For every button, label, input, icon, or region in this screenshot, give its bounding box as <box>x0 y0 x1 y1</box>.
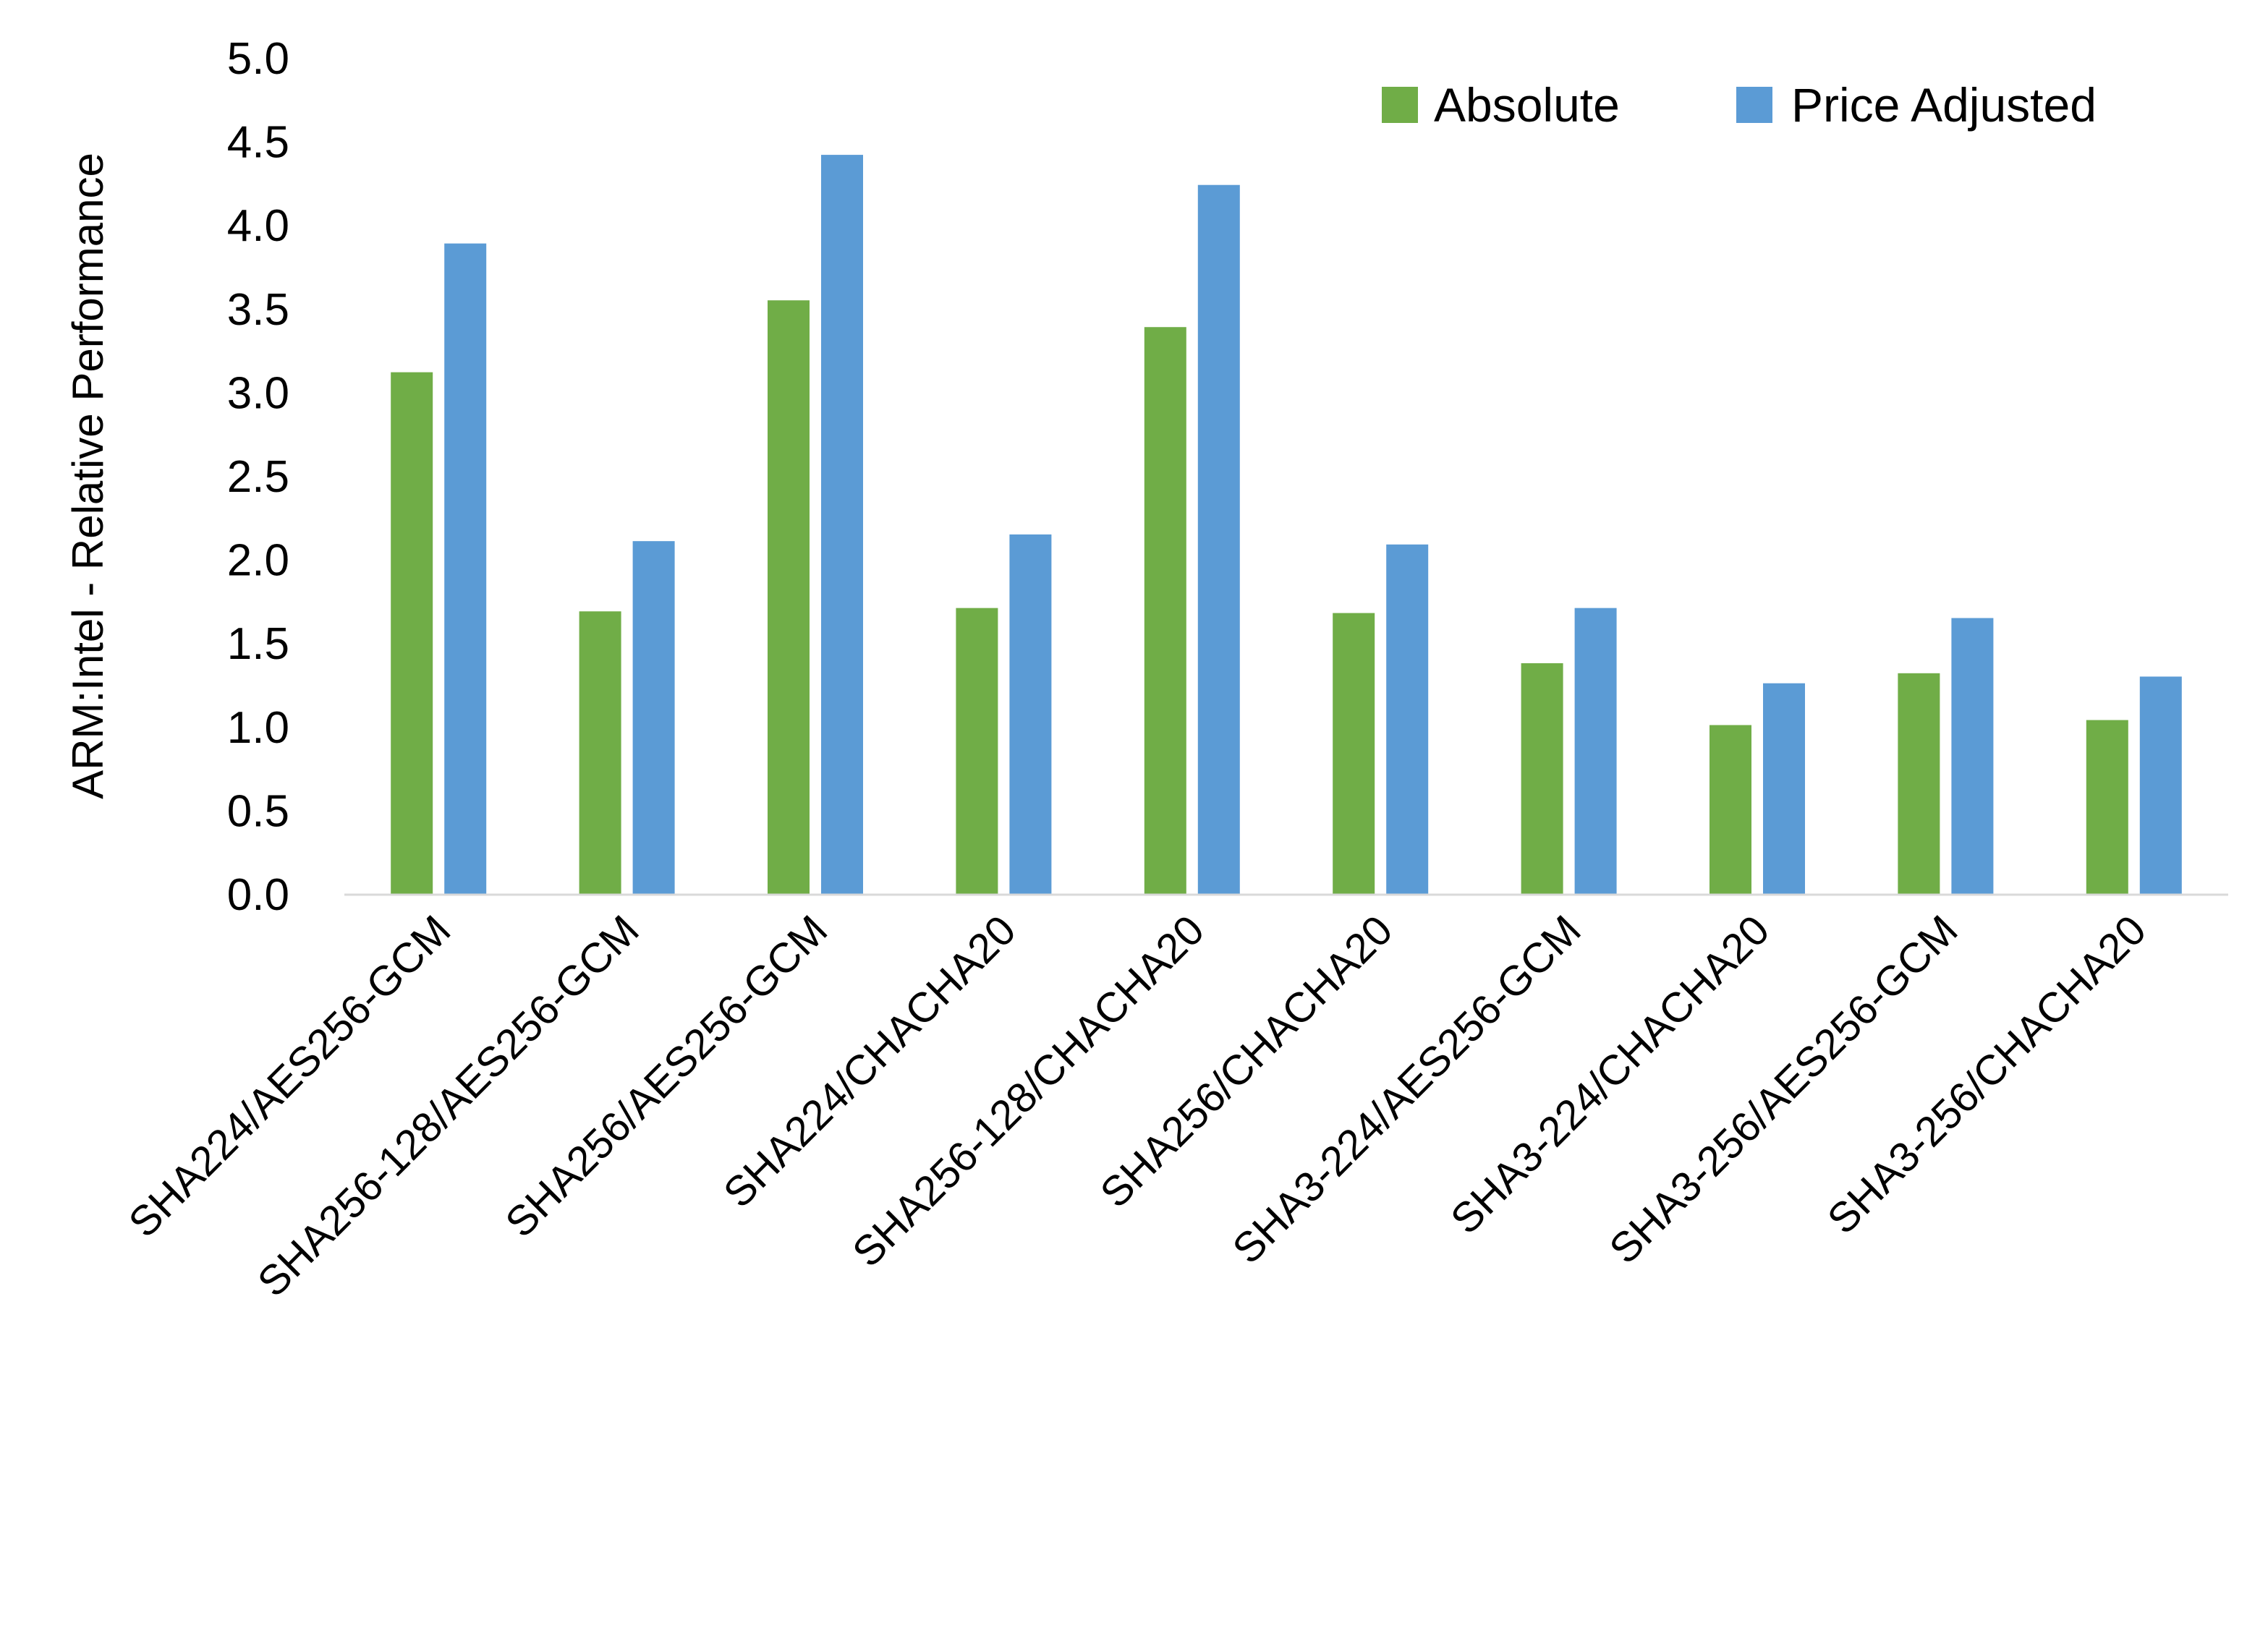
bar-price-adjusted <box>821 155 863 894</box>
legend: Absolute Price Adjusted <box>1382 78 2097 132</box>
x-tick-label: SHA256-128/AES256-GCM <box>249 906 648 1306</box>
x-tick-label: SHA3-256/AES256-GCM <box>1600 906 1966 1272</box>
bar-absolute <box>1333 613 1375 894</box>
bar-price-adjusted <box>1386 544 1429 894</box>
bar-price-adjusted <box>1197 184 1240 894</box>
y-axis-label: ARM:Intel - Relative Performance <box>64 153 112 799</box>
bar-absolute <box>1521 663 1563 894</box>
bar-absolute <box>2086 720 2128 894</box>
bar-price-adjusted <box>2139 676 2182 894</box>
x-tick-label: SHA224/AES256-GCM <box>119 906 459 1246</box>
legend-swatch-price-adjusted <box>1736 87 1772 123</box>
bar-price-adjusted <box>1574 608 1617 894</box>
x-tick-label: SHA3-256/CHACHA20 <box>1819 906 2155 1243</box>
bar-absolute <box>579 611 621 894</box>
y-tick-label: 2.0 <box>227 536 289 586</box>
y-tick-label: 3.0 <box>227 368 289 418</box>
y-tick-label: 4.0 <box>227 201 289 251</box>
bar-absolute <box>956 608 998 894</box>
bar-absolute <box>391 372 433 894</box>
bar-absolute <box>1898 673 1940 894</box>
x-tick-label: SHA3-224/CHACHA20 <box>1442 906 1778 1243</box>
x-tick-label: SHA3-224/AES256-GCM <box>1223 906 1589 1272</box>
x-tick-label: SHA256-128/CHACHA20 <box>844 906 1213 1276</box>
bar-price-adjusted <box>1763 683 1805 894</box>
y-tick-label: 0.5 <box>227 786 289 836</box>
bar-price-adjusted <box>444 243 487 895</box>
legend-swatch-absolute <box>1382 87 1418 123</box>
y-tick-label: 3.5 <box>227 285 289 335</box>
y-tick-label: 5.0 <box>227 34 289 84</box>
y-tick-label: 0.0 <box>227 870 289 920</box>
y-tick-label: 1.0 <box>227 703 289 753</box>
bar-absolute <box>1144 327 1186 894</box>
y-tick-label: 4.5 <box>227 118 289 168</box>
y-tick-label: 1.5 <box>227 619 289 669</box>
legend-label-price-adjusted: Price Adjusted <box>1791 78 2097 132</box>
bar-price-adjusted <box>1009 534 1052 894</box>
bar-absolute <box>768 300 810 894</box>
y-tick-label: 2.5 <box>227 452 289 502</box>
bar-price-adjusted <box>632 541 675 894</box>
legend-label-absolute: Absolute <box>1434 78 1620 132</box>
bar-price-adjusted <box>1951 618 1994 894</box>
bar-absolute <box>1710 725 1751 894</box>
x-tick-label: SHA256/AES256-GCM <box>496 906 836 1246</box>
